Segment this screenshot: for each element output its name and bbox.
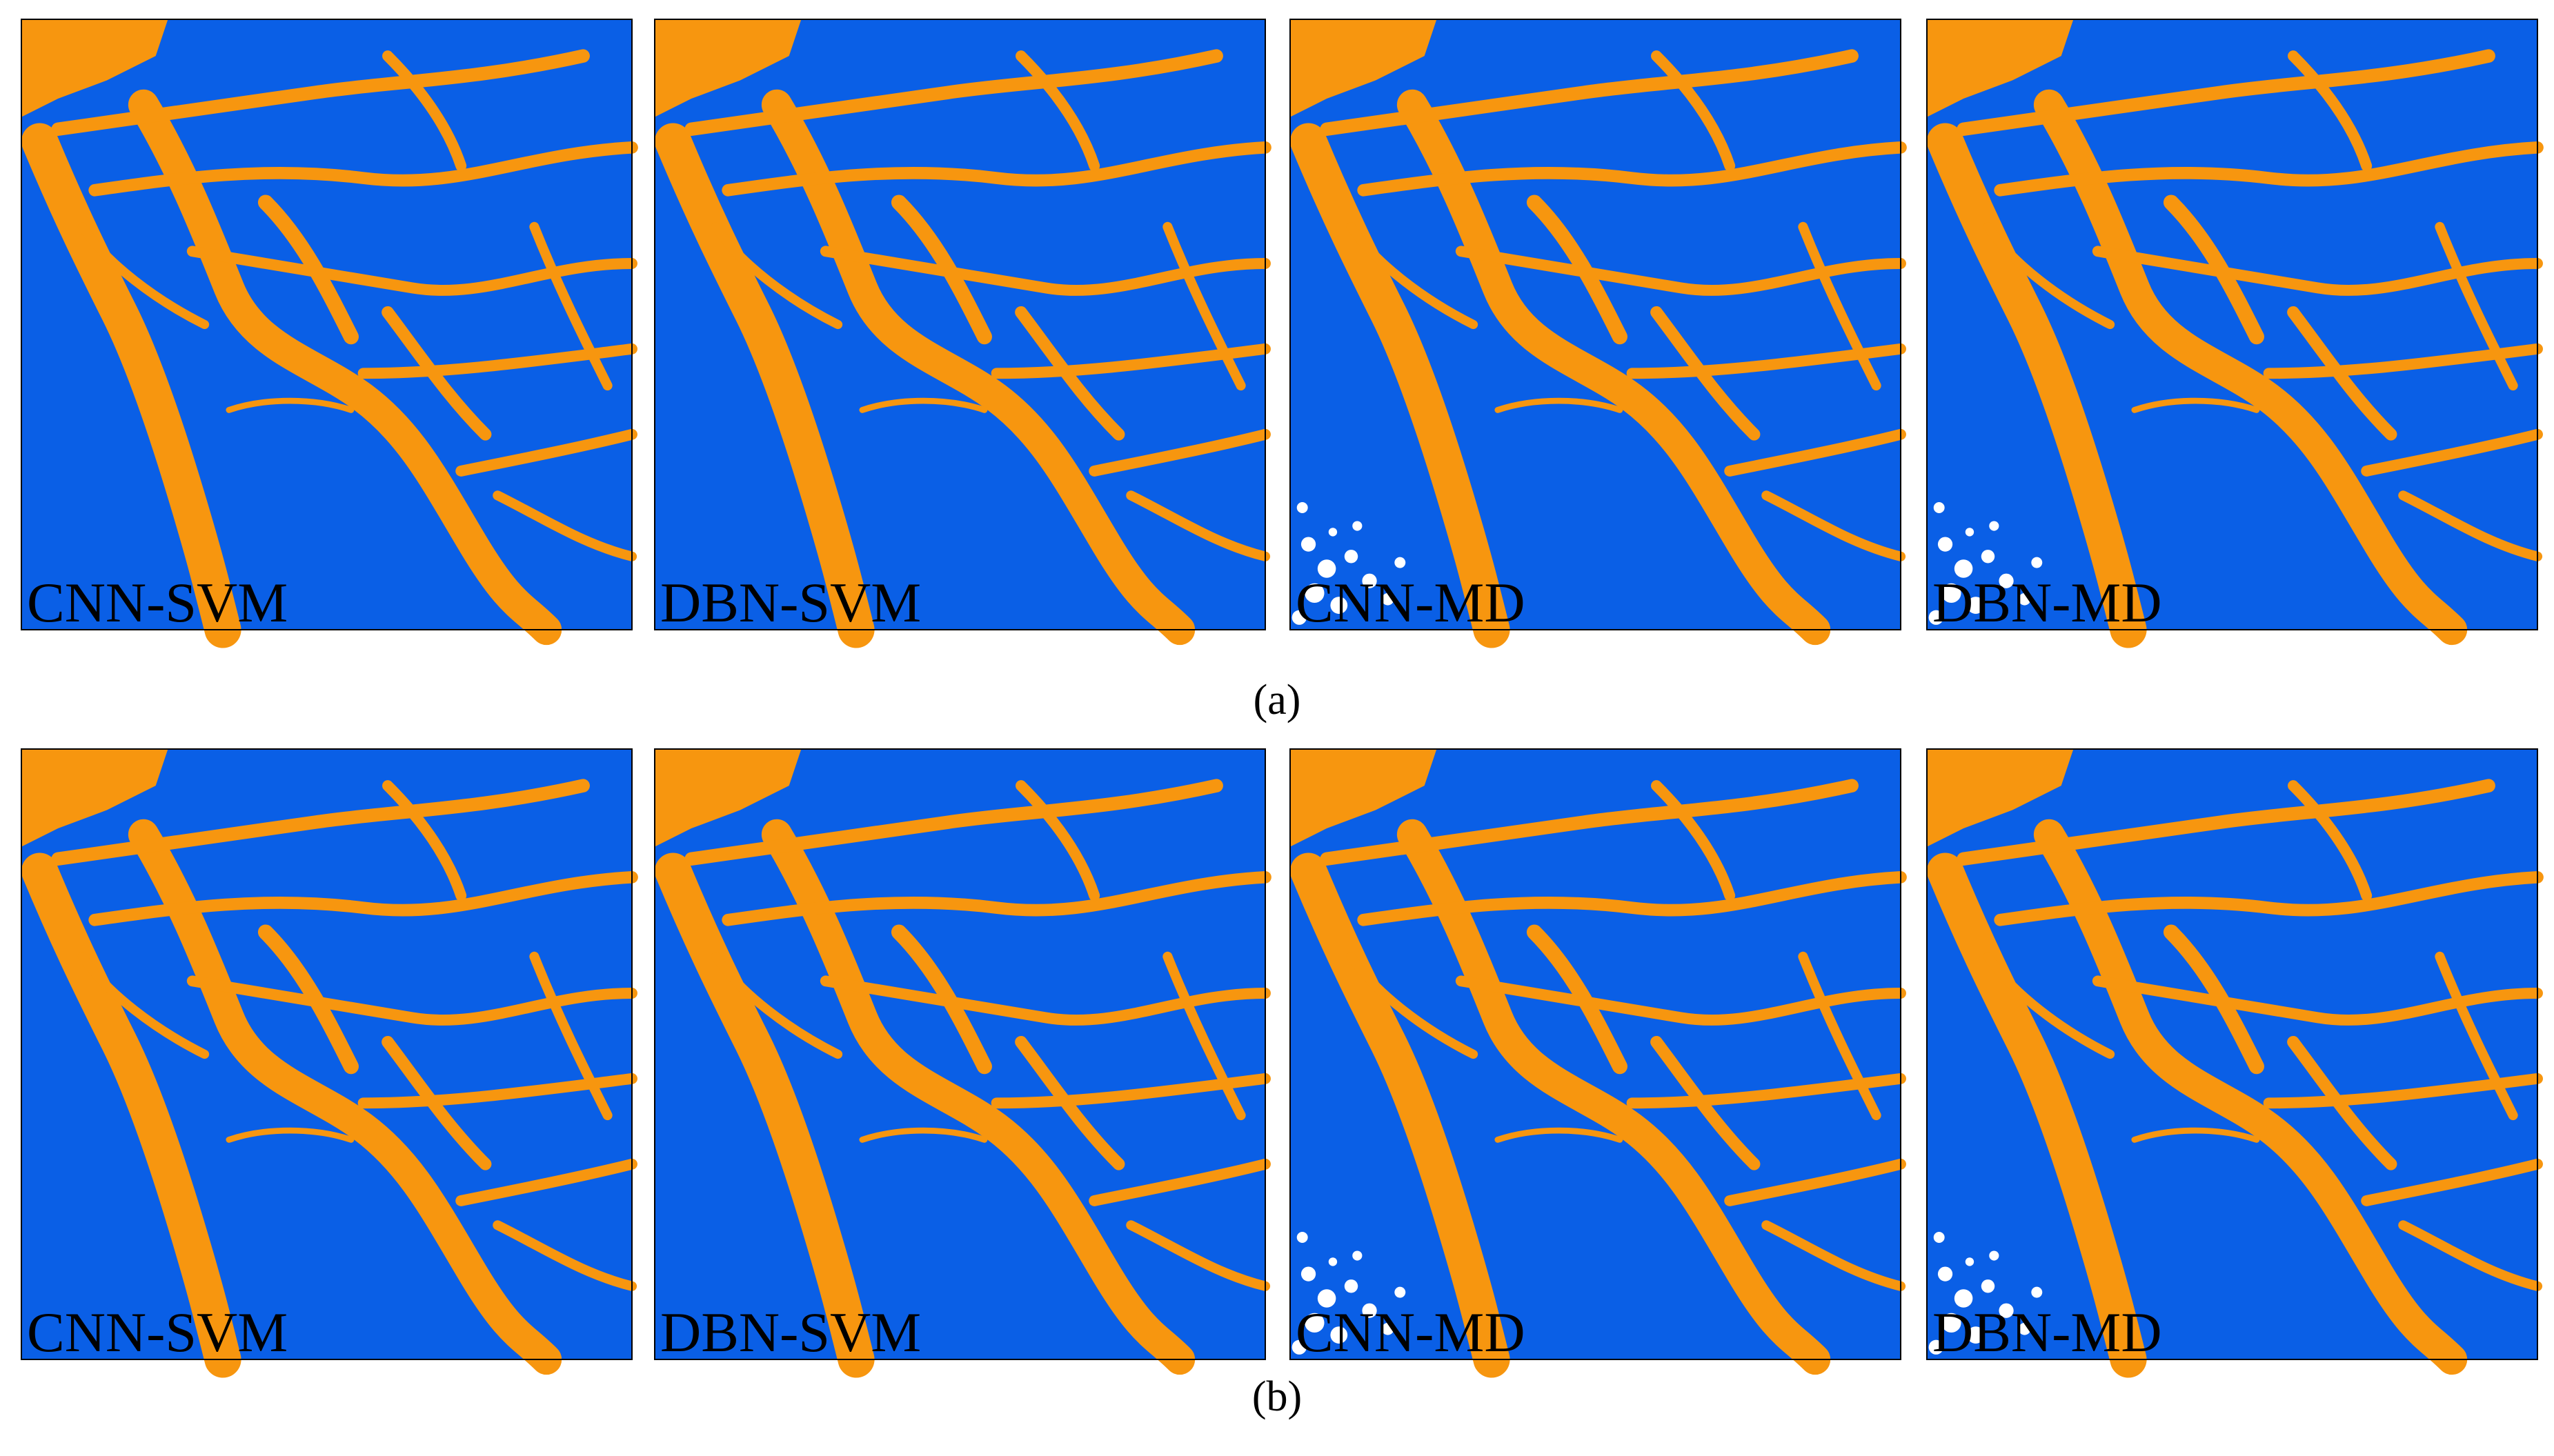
panel-label: CNN-MD <box>1296 571 1525 634</box>
map-panel: CNN-SVM <box>21 19 632 634</box>
map-panel: DBN-MD <box>1927 749 2537 1364</box>
panel-label: CNN-MD <box>1296 1301 1525 1364</box>
row-caption: (b) <box>1252 1373 1302 1420</box>
panel-label: CNN-SVM <box>27 1301 288 1364</box>
map-panel: DBN-MD <box>1927 19 2537 634</box>
map-panel: DBN-SVM <box>655 19 1265 634</box>
map-panel: DBN-SVM <box>655 749 1265 1364</box>
map-panel: CNN-MD <box>1290 749 1901 1364</box>
panel-label: DBN-MD <box>1932 571 2162 634</box>
panel-border <box>21 748 633 1360</box>
classification-map <box>655 749 1265 1359</box>
classification-map <box>21 19 632 630</box>
panel-label: CNN-SVM <box>27 571 288 634</box>
panel-border <box>1289 748 1901 1360</box>
panel-border <box>1926 19 2538 630</box>
row-caption: (a) <box>1254 677 1301 724</box>
panel-label: DBN-SVM <box>660 1301 921 1364</box>
classification-map <box>1927 19 2537 630</box>
panel-label: DBN-SVM <box>660 571 921 634</box>
panel-border <box>1926 748 2538 1360</box>
classification-map <box>1927 749 2537 1359</box>
panel-label: DBN-MD <box>1932 1301 2162 1364</box>
map-panel: CNN-SVM <box>21 749 632 1364</box>
panel-border <box>1289 19 1901 630</box>
classification-map <box>655 19 1265 630</box>
panel-border <box>21 19 633 630</box>
classification-map <box>1290 749 1901 1359</box>
panel-border <box>654 19 1266 630</box>
classification-map <box>1290 19 1901 630</box>
panel-border <box>654 748 1266 1360</box>
classification-map <box>21 749 632 1359</box>
map-panel: CNN-MD <box>1290 19 1901 634</box>
